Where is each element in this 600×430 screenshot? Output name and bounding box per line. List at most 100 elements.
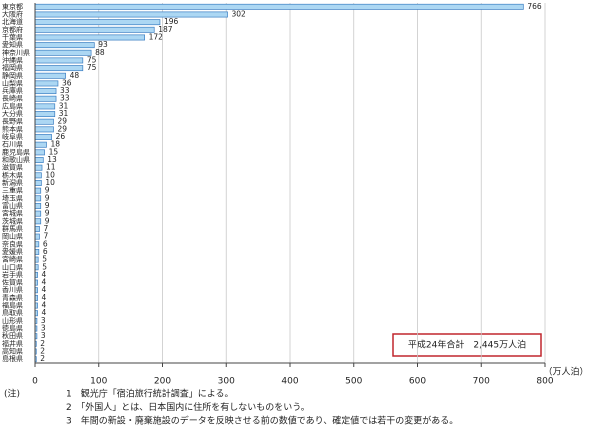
bar (34, 126, 54, 133)
bar (34, 241, 40, 248)
y-tick-label: 兵庫県 (2, 86, 23, 95)
bar (34, 118, 54, 125)
y-tick-label: 山口県 (2, 262, 23, 271)
x-tick-label: 500 (345, 377, 362, 387)
y-tick-label: 宮崎県 (2, 255, 23, 264)
y-tick-label: 鹿児島県 (2, 147, 30, 156)
y-tick-label: 茨城県 (2, 216, 23, 225)
value-label: 2 (40, 354, 45, 363)
bar (34, 157, 44, 163)
y-tick-label: 長崎県 (2, 94, 23, 103)
value-label: 7 (43, 224, 48, 233)
y-tick-label: 山形県 (2, 316, 23, 325)
note: 2 「外国人」とは、日本国内に住所を有しないものをいう。 (66, 401, 310, 413)
y-tick-label: 山梨県 (2, 78, 23, 87)
y-tick-label: 大阪府 (2, 9, 23, 18)
value-label: 3 (41, 331, 46, 340)
y-tick-label: 沖縄県 (2, 55, 23, 64)
bar (34, 3, 524, 10)
y-tick-label: 熊本県 (2, 124, 23, 133)
note: 1 観光庁「宿泊旅行統計調査」による。 (66, 388, 233, 400)
x-tick-label: 600 (409, 377, 426, 387)
y-tick-label: 福島県 (2, 301, 23, 310)
x-tick-label: 200 (154, 377, 171, 387)
value-label: 4 (42, 308, 47, 317)
y-tick-label: 埼玉県 (2, 193, 23, 202)
y-tick-label: 滋賀県 (2, 163, 23, 172)
bar (34, 226, 40, 232)
bar (34, 19, 161, 26)
value-label: 9 (45, 193, 50, 202)
bar (34, 49, 92, 56)
value-label: 6 (43, 239, 48, 248)
x-tick-label: 700 (473, 377, 490, 387)
y-tick-label: 新潟県 (2, 178, 23, 187)
annotation: 平成24年合計 2,445万人泊 (408, 339, 526, 351)
bar (34, 149, 45, 156)
y-tick-label: 三重県 (2, 187, 23, 195)
value-label: 26 (56, 132, 66, 141)
bar (34, 218, 42, 225)
value-label: 75 (87, 63, 97, 72)
value-label: 9 (45, 209, 50, 218)
y-tick-label: 長野県 (2, 118, 23, 126)
y-tick-label: 愛知県 (2, 40, 23, 49)
value-label: 4 (42, 270, 47, 279)
y-tick-label: 北海道 (2, 17, 23, 26)
x-tick-label: 300 (218, 377, 235, 387)
y-tick-label: 岩手県 (2, 270, 23, 279)
value-label: 33 (60, 86, 70, 95)
value-label: 9 (45, 216, 50, 225)
bar (34, 180, 42, 186)
y-tick-label: 岡山県 (2, 232, 23, 241)
y-tick-label: 京都府 (2, 25, 23, 34)
y-tick-label: 島根県 (2, 354, 23, 363)
bar (34, 11, 228, 18)
annotation-box (392, 333, 542, 357)
bar (34, 141, 47, 148)
bar (34, 195, 42, 202)
value-label: 4 (42, 278, 47, 287)
bar (34, 172, 42, 179)
x-tick-label: 100 (90, 377, 107, 387)
bar (34, 95, 57, 102)
y-tick-label: 福井県 (2, 339, 23, 348)
value-label: 36 (62, 78, 72, 87)
value-label: 4 (42, 301, 47, 310)
value-label: 196 (164, 17, 179, 26)
y-tick-label: 広島県 (2, 101, 23, 110)
bar (34, 42, 95, 49)
value-label: 2 (40, 347, 45, 356)
bar (34, 80, 59, 87)
y-tick-label: 群馬県 (2, 224, 23, 233)
value-label: 2 (40, 339, 45, 348)
bar (34, 103, 56, 110)
value-label: 7 (43, 232, 48, 241)
value-label: 3 (41, 316, 46, 325)
bar (34, 203, 42, 209)
y-tick-label: 鳥取県 (2, 308, 23, 317)
y-tick-label: 愛媛県 (2, 247, 23, 256)
value-label: 4 (42, 285, 47, 294)
x-tick-label: 400 (281, 377, 298, 387)
value-label: 5 (42, 262, 47, 271)
value-label: 11 (46, 163, 56, 172)
value-label: 187 (158, 25, 173, 34)
y-tick-label: 青森県 (2, 293, 23, 302)
y-tick-label: 静岡県 (2, 71, 23, 80)
y-tick-label: 秋田県 (2, 331, 23, 340)
value-label: 6 (43, 247, 48, 256)
value-label: 33 (60, 94, 70, 103)
value-label: 88 (95, 48, 105, 57)
bar (34, 88, 57, 95)
value-label: 5 (42, 255, 47, 264)
value-label: 29 (57, 117, 67, 126)
y-tick-label: 東京都 (2, 2, 23, 11)
value-label: 10 (45, 178, 55, 187)
value-label: 302 (232, 9, 247, 18)
bar (34, 34, 146, 41)
y-tick-label: 千葉県 (2, 32, 23, 41)
value-label: 9 (45, 186, 50, 195)
x-tick-label: 0 (32, 377, 38, 387)
bar (34, 164, 43, 171)
